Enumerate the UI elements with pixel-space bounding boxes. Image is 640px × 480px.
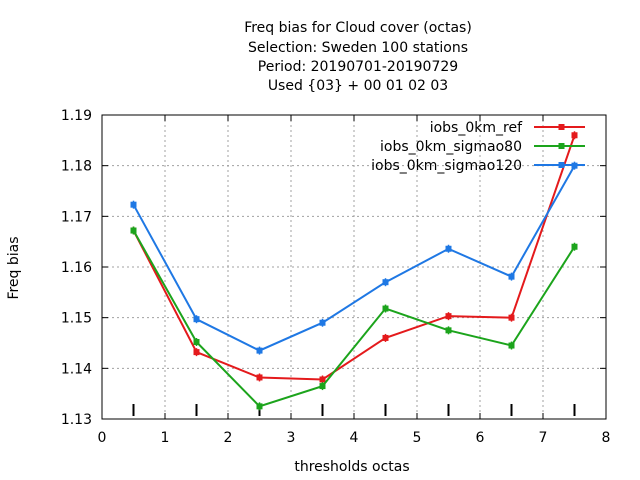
- x-tick-label: 6: [476, 430, 485, 446]
- chart-title: Freq bias for Cloud cover (octas) Select…: [244, 20, 472, 94]
- legend-label-iobs_0km_ref: iobs_0km_ref: [430, 120, 523, 136]
- y-tick-label: 1.13: [61, 412, 92, 428]
- x-tick-label: 0: [98, 430, 107, 446]
- legend: iobs_0km_ref iobs_0km_sigmao80 iobs_0km_si…: [371, 120, 585, 174]
- y-tick-label: 1.14: [61, 361, 92, 377]
- series-line-iobs_0km_ref: [132, 134, 576, 381]
- title-line-2: Selection: Sweden 100 stations: [248, 40, 468, 56]
- legend-marker-iobs_0km_sigmao80: [558, 143, 565, 149]
- y-tick-label: 1.19: [61, 108, 92, 124]
- x-tick-label: 3: [287, 430, 296, 446]
- y-axis-label: Freq bias: [6, 236, 22, 299]
- y-axis: 1.13 1.14 1.15 1.16 1.17 1.18 1.19: [61, 108, 606, 428]
- x-axis: 0 1 2 3 4 5 6 7 8: [98, 115, 611, 446]
- x-tick-label: 5: [413, 430, 422, 446]
- title-line-3: Period: 20190701-20190729: [258, 59, 458, 75]
- y-tick-label: 1.16: [61, 260, 92, 276]
- legend-marker-iobs_0km_sigmao120: [558, 162, 565, 168]
- series-line-iobs_0km_sigmao80: [132, 230, 576, 408]
- series-group: [130, 131, 578, 411]
- title-line-1: Freq bias for Cloud cover (octas): [244, 20, 472, 36]
- legend-label-iobs_0km_sigmao80: iobs_0km_sigmao80: [380, 139, 522, 155]
- x-tick-label: 4: [350, 430, 359, 446]
- x-axis-label: thresholds octas: [294, 459, 409, 475]
- y-tick-label: 1.17: [61, 209, 92, 225]
- grid: [102, 115, 606, 419]
- y-tick-label: 1.15: [61, 311, 92, 327]
- x-tick-label: 1: [161, 430, 170, 446]
- legend-marker-iobs_0km_ref: [558, 124, 565, 130]
- x-tick-label: 7: [539, 430, 548, 446]
- x-tick-label: 8: [602, 430, 611, 446]
- title-line-4: Used {03} + 00 01 02 03: [268, 78, 448, 94]
- y-tick-label: 1.18: [61, 159, 92, 175]
- series-line-iobs_0km_sigmao120: [132, 165, 576, 352]
- legend-label-iobs_0km_sigmao120: iobs_0km_sigmao120: [371, 158, 522, 174]
- x-tick-label: 2: [224, 430, 233, 446]
